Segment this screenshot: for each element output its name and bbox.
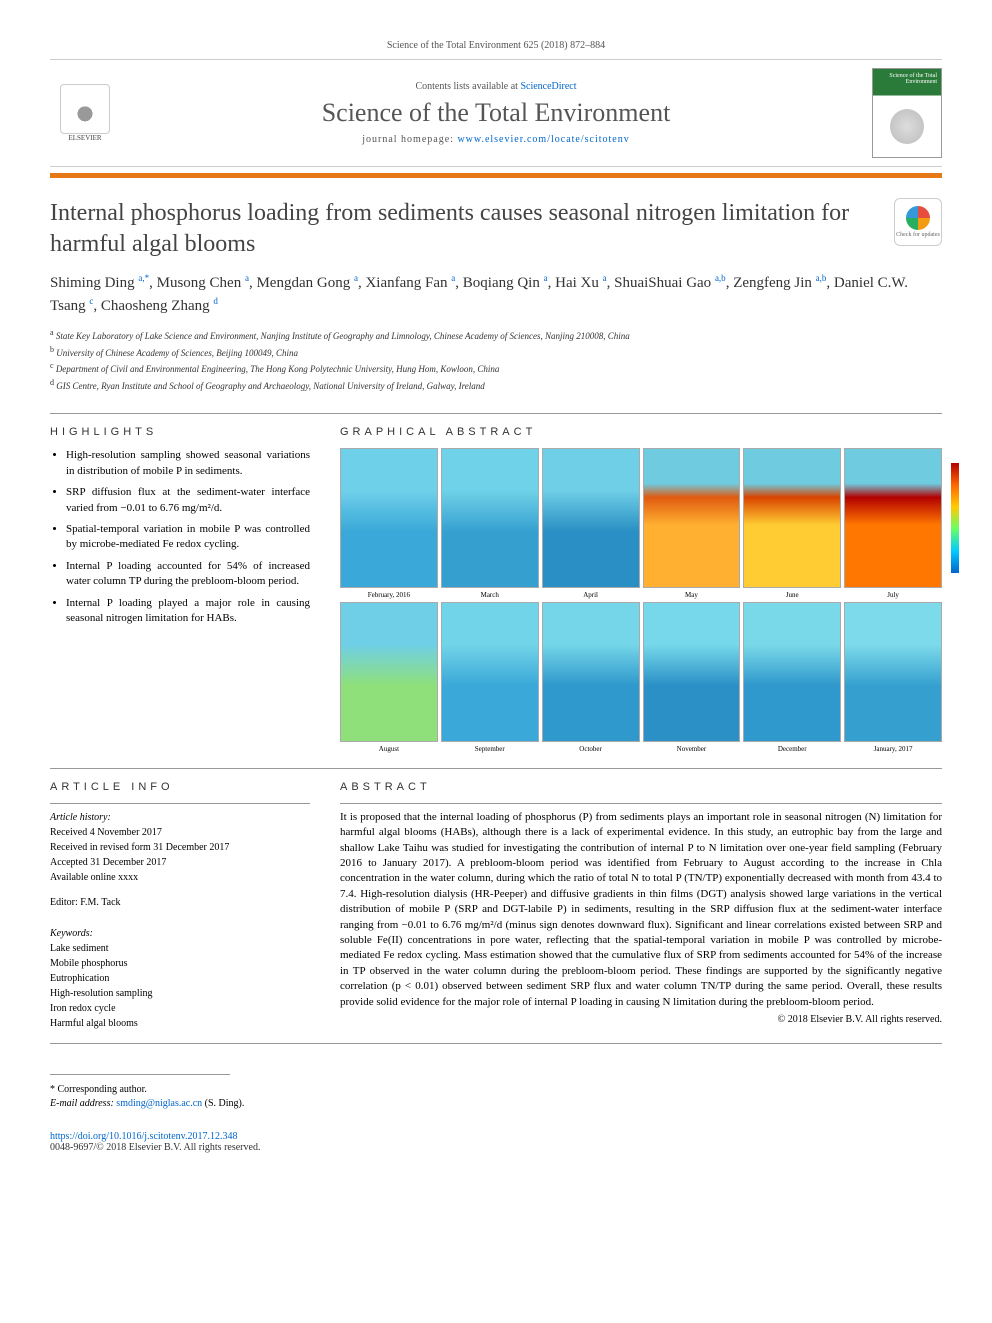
contents-line: Contents lists available at ScienceDirec… — [120, 81, 872, 92]
homepage-link[interactable]: www.elsevier.com/locate/scitotenv — [457, 134, 629, 145]
article-title: Internal phosphorus loading from sedimen… — [50, 198, 874, 260]
ga-panel-label: January, 2017 — [874, 745, 913, 753]
issn-line: 0048-9697/© 2018 Elsevier B.V. All right… — [50, 1142, 942, 1153]
ga-panel: October — [542, 602, 640, 742]
crossmark-icon — [906, 206, 930, 230]
abstract-heading: ABSTRACT — [340, 781, 942, 793]
ga-panel: February, 2016 — [340, 448, 438, 588]
ga-panel-label: March — [481, 591, 499, 599]
ga-panel: August — [340, 602, 438, 742]
ga-panel-label: June — [786, 591, 799, 599]
corresponding-email-link[interactable]: smding@niglas.ac.cn — [116, 1098, 202, 1109]
footnote-separator — [50, 1074, 230, 1075]
journal-header: ELSEVIER Contents lists available at Sci… — [50, 59, 942, 167]
history-line: Available online xxxx — [50, 870, 310, 885]
ga-panel: January, 2017 — [844, 602, 942, 742]
affiliation-item: c Department of Civil and Environmental … — [50, 360, 942, 377]
graphical-abstract-figure: February, 2016MarchAprilMayJuneJuly Augu… — [340, 448, 942, 742]
ga-panel: May — [643, 448, 741, 588]
article-info-block: Article history: Received 4 November 201… — [50, 810, 310, 910]
top-citation: Science of the Total Environment 625 (20… — [50, 40, 942, 51]
history-line: Received 4 November 2017 — [50, 825, 310, 840]
ga-panel: July — [844, 448, 942, 588]
editor-label: Editor: — [50, 897, 78, 908]
highlight-item: SRP diffusion flux at the sediment-water… — [66, 485, 310, 516]
divider — [50, 413, 942, 414]
keywords-label: Keywords: — [50, 926, 310, 941]
history-line: Received in revised form 31 December 201… — [50, 840, 310, 855]
ga-panel-label: February, 2016 — [368, 591, 410, 599]
keyword-item: Iron redox cycle — [50, 1001, 310, 1016]
keyword-item: Lake sediment — [50, 941, 310, 956]
corresponding-author: * Corresponding author. E-mail address: … — [50, 1083, 942, 1111]
doi-link[interactable]: https://doi.org/10.1016/j.scitotenv.2017… — [50, 1131, 238, 1142]
article-history-label: Article history: — [50, 810, 310, 825]
history-line: Accepted 31 December 2017 — [50, 855, 310, 870]
abstract-text: It is proposed that the internal loading… — [340, 810, 942, 1010]
editor-name: F.M. Tack — [80, 897, 120, 908]
ga-panel-label: November — [677, 745, 707, 753]
keywords-block: Keywords: Lake sedimentMobile phosphorus… — [50, 926, 310, 1031]
ga-colorbar — [951, 463, 959, 573]
highlight-item: Spatial-temporal variation in mobile P w… — [66, 522, 310, 553]
ga-panel-label: July — [887, 591, 899, 599]
copyright-line: © 2018 Elsevier B.V. All rights reserved… — [340, 1014, 942, 1025]
highlight-item: Internal P loading played a major role i… — [66, 596, 310, 627]
keyword-item: Harmful algal blooms — [50, 1016, 310, 1031]
highlight-item: Internal P loading accounted for 54% of … — [66, 559, 310, 590]
doi-line: https://doi.org/10.1016/j.scitotenv.2017… — [50, 1131, 942, 1142]
ga-panel-label: December — [778, 745, 807, 753]
orange-divider — [50, 173, 942, 178]
ga-panel-label: May — [685, 591, 698, 599]
affiliations-list: a State Key Laboratory of Lake Science a… — [50, 327, 942, 393]
ga-panel: June — [743, 448, 841, 588]
divider — [50, 768, 942, 769]
sciencedirect-link[interactable]: ScienceDirect — [520, 81, 576, 92]
ga-panel-label: August — [379, 745, 399, 753]
graphical-abstract-heading: GRAPHICAL ABSTRACT — [340, 426, 942, 438]
highlights-heading: HIGHLIGHTS — [50, 426, 310, 438]
homepage-line: journal homepage: www.elsevier.com/locat… — [120, 134, 872, 145]
divider — [50, 1043, 942, 1044]
keyword-item: Mobile phosphorus — [50, 956, 310, 971]
ga-panel-label: October — [579, 745, 602, 753]
ga-panel-label: September — [475, 745, 505, 753]
ga-panel-label: April — [583, 591, 598, 599]
affiliation-item: d GIS Centre, Ryan Institute and School … — [50, 377, 942, 394]
journal-name: Science of the Total Environment — [120, 98, 872, 128]
crossmark-badge[interactable]: Check for updates — [894, 198, 942, 246]
ga-panel: March — [441, 448, 539, 588]
ga-panel: December — [743, 602, 841, 742]
journal-cover-thumbnail: Science of the Total Environment — [872, 68, 942, 158]
ga-panel: September — [441, 602, 539, 742]
article-info-heading: ARTICLE INFO — [50, 781, 310, 793]
highlights-list: High-resolution sampling showed seasonal… — [50, 448, 310, 626]
keyword-item: Eutrophication — [50, 971, 310, 986]
elsevier-logo: ELSEVIER — [50, 76, 120, 151]
authors-list: Shiming Ding a,*, Musong Chen a, Mengdan… — [50, 272, 942, 317]
affiliation-item: a State Key Laboratory of Lake Science a… — [50, 327, 942, 344]
highlight-item: High-resolution sampling showed seasonal… — [66, 448, 310, 479]
ga-panel: November — [643, 602, 741, 742]
ga-panel: April — [542, 448, 640, 588]
affiliation-item: b University of Chinese Academy of Scien… — [50, 344, 942, 361]
keyword-item: High-resolution sampling — [50, 986, 310, 1001]
